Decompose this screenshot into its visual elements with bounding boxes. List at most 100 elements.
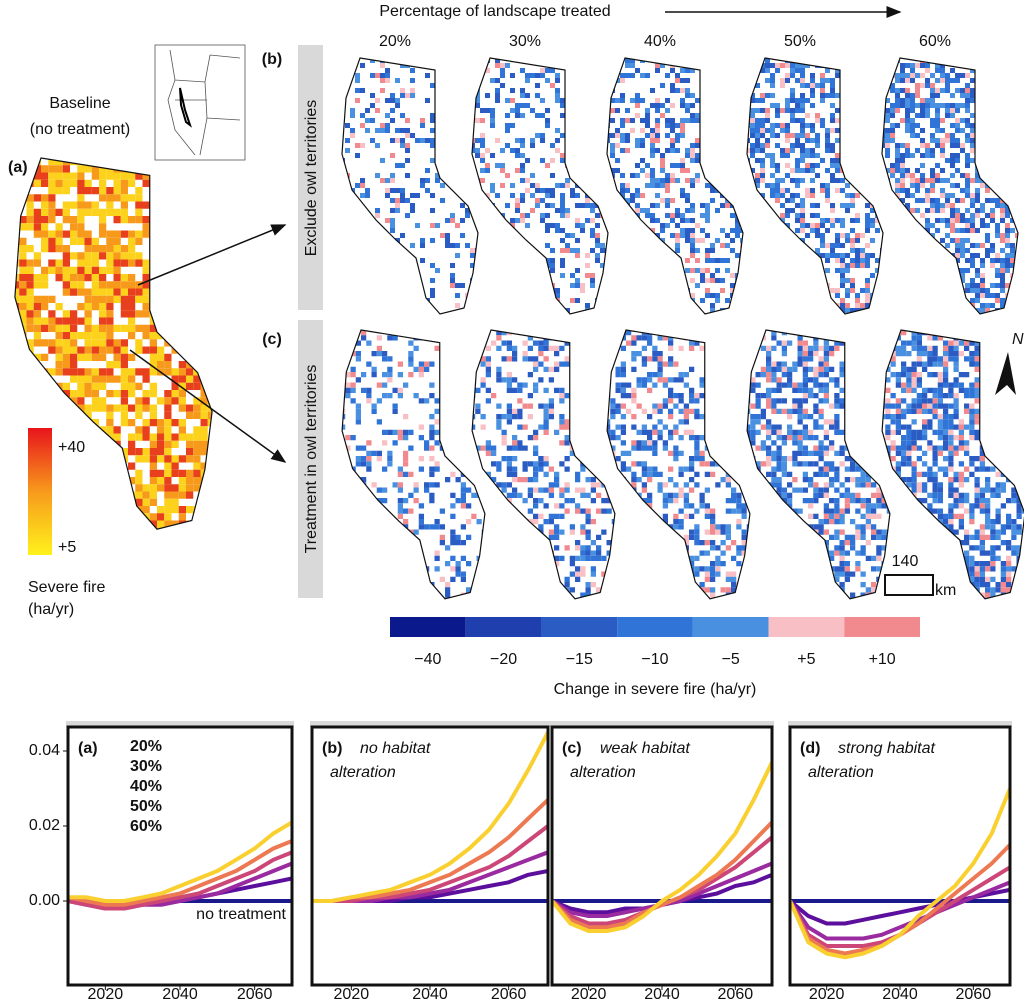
map-cell xyxy=(99,216,107,224)
map-cell xyxy=(395,198,400,203)
map-cell xyxy=(830,103,835,108)
map-cell xyxy=(171,382,179,390)
map-cell xyxy=(611,498,615,504)
map-cell xyxy=(485,576,491,582)
map-cell xyxy=(392,440,398,446)
map-cell xyxy=(840,203,845,208)
map-cell xyxy=(533,461,539,467)
map-cell xyxy=(710,429,716,435)
map-cell xyxy=(710,293,715,298)
map-cell xyxy=(480,424,486,430)
map-cell xyxy=(485,303,490,308)
map-cell xyxy=(615,545,621,551)
map-cell xyxy=(668,498,674,504)
map-cell xyxy=(554,555,560,561)
map-cell xyxy=(460,377,466,383)
map-cell xyxy=(785,148,790,153)
map-cell xyxy=(580,566,586,572)
map-cell xyxy=(662,445,668,451)
map-cell xyxy=(342,248,345,253)
map-cell xyxy=(865,78,870,83)
map-cell xyxy=(630,298,635,303)
map-cell xyxy=(611,477,615,483)
map-cell xyxy=(485,366,491,372)
map-cell xyxy=(193,187,201,195)
map-cell xyxy=(480,293,485,298)
map-cell xyxy=(785,253,790,258)
map-cell xyxy=(99,230,107,238)
map-cell xyxy=(545,288,550,293)
map-cell xyxy=(606,498,612,504)
map-cell xyxy=(385,263,390,268)
map-cell xyxy=(19,274,27,282)
map-cell xyxy=(207,339,213,347)
map-cell xyxy=(371,503,377,509)
map-cell xyxy=(99,179,107,187)
map-cell xyxy=(142,332,150,340)
map-cell xyxy=(435,178,440,183)
map-cell xyxy=(746,571,750,577)
map-cell xyxy=(178,375,186,383)
map-cell xyxy=(715,597,721,599)
map-cell xyxy=(530,138,535,143)
map-cell xyxy=(815,228,820,233)
map-cell xyxy=(505,293,510,298)
map-cell xyxy=(564,419,570,425)
map-cell xyxy=(665,123,670,128)
map-cell xyxy=(755,340,761,346)
map-cell xyxy=(590,248,595,253)
map-cell xyxy=(820,238,825,243)
map-cell xyxy=(790,193,795,198)
map-cell xyxy=(475,218,478,223)
map-cell xyxy=(820,278,825,283)
map-cell xyxy=(835,158,840,163)
map-cell xyxy=(813,345,819,351)
map-cell xyxy=(673,445,679,451)
map-cell xyxy=(680,293,685,298)
map-cell xyxy=(570,93,575,98)
map-cell xyxy=(345,387,351,393)
map-cell xyxy=(375,143,380,148)
map-cell xyxy=(605,108,608,113)
map-cell xyxy=(750,335,756,341)
map-cell xyxy=(527,403,533,409)
map-cell xyxy=(636,351,642,357)
map-cell xyxy=(689,366,695,372)
map-cell xyxy=(575,223,580,228)
map-cell xyxy=(435,103,440,108)
map-cell xyxy=(725,498,731,504)
map-cell xyxy=(735,183,740,188)
map-cell xyxy=(62,361,70,369)
map-cell xyxy=(527,335,533,341)
map-cell xyxy=(207,491,213,499)
map-cell xyxy=(725,545,731,551)
map-cell xyxy=(385,78,390,83)
map-cell xyxy=(635,223,640,228)
map-cell xyxy=(77,397,85,405)
map-cell xyxy=(730,148,735,153)
map-cell xyxy=(33,397,41,405)
map-cell xyxy=(517,587,523,593)
map-cell xyxy=(725,524,731,530)
map-cell xyxy=(823,345,829,351)
map-cell xyxy=(780,128,785,133)
map-cell xyxy=(770,163,775,168)
map-cell xyxy=(750,238,755,243)
map-cell xyxy=(157,440,165,448)
map-cell xyxy=(662,492,668,498)
map-cell xyxy=(106,346,114,354)
map-cell xyxy=(860,253,865,258)
map-cell xyxy=(731,498,737,504)
map-cell xyxy=(345,372,351,378)
map-cell xyxy=(720,148,725,153)
map-cell xyxy=(512,414,518,420)
map-cell xyxy=(626,571,632,577)
map-cell xyxy=(91,274,99,282)
map-cell xyxy=(683,492,689,498)
map-cell xyxy=(730,78,735,83)
map-cell xyxy=(490,113,495,118)
map-cell xyxy=(820,73,825,78)
map-cell xyxy=(120,295,128,303)
map-cell xyxy=(538,487,544,493)
map-cells xyxy=(472,58,608,314)
